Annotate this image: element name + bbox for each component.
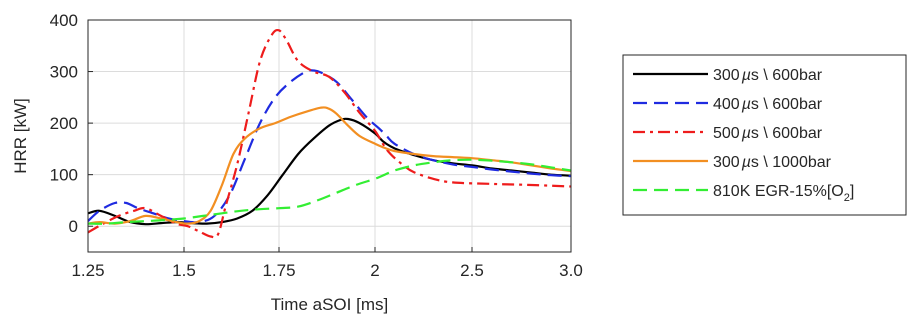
y-axis-label: HRR [kW]	[11, 98, 30, 174]
series-line-2	[88, 69, 571, 224]
y-axis-ticks: 0 100 200 300 400	[50, 11, 93, 236]
legend-box	[622, 54, 907, 216]
x-tick-label: 2	[370, 261, 379, 280]
legend: 300 µs \ 600bar 400 µs \ 600bar 500 µs \ 600b…	[622, 54, 907, 216]
plot-frame	[87, 19, 572, 253]
y-tick-label: 100	[50, 166, 78, 185]
legend-label: 400 µs \ 600bar	[713, 96, 823, 113]
legend-label: 300 µs \ 1000bar	[713, 154, 832, 171]
x-tick-label: 1.5	[172, 261, 196, 280]
series-line-1	[88, 117, 571, 226]
x-tick-label: 1.75	[262, 261, 295, 280]
series-line-3	[88, 28, 571, 239]
y-tick-label: 300	[50, 63, 78, 82]
x-tick-label: 3.0	[559, 261, 583, 280]
series-lines	[88, 28, 571, 239]
x-axis-label: Time aSOI [ms]	[271, 295, 388, 314]
legend-label: 810K EGR-15%[O2]	[713, 183, 854, 204]
legend-items: 300 µs \ 600bar 400 µs \ 600bar 500 µs \ 600b…	[633, 67, 854, 204]
x-tick-label: 2.5	[460, 261, 484, 280]
legend-label: 300 µs \ 600bar	[713, 67, 823, 84]
plot-background	[88, 20, 571, 252]
y-tick-label: 400	[50, 11, 78, 30]
y-tick-label: 200	[50, 114, 78, 133]
y-tick-label: 0	[69, 217, 78, 236]
x-axis-ticks: 1.25 1.5 1.75 2 2.5 3.0	[71, 247, 583, 280]
series-line-5	[88, 158, 571, 225]
series-line-4	[88, 106, 571, 225]
x-tick-label: 1.25	[71, 261, 104, 280]
legend-label: 500 µs \ 600bar	[713, 125, 823, 142]
